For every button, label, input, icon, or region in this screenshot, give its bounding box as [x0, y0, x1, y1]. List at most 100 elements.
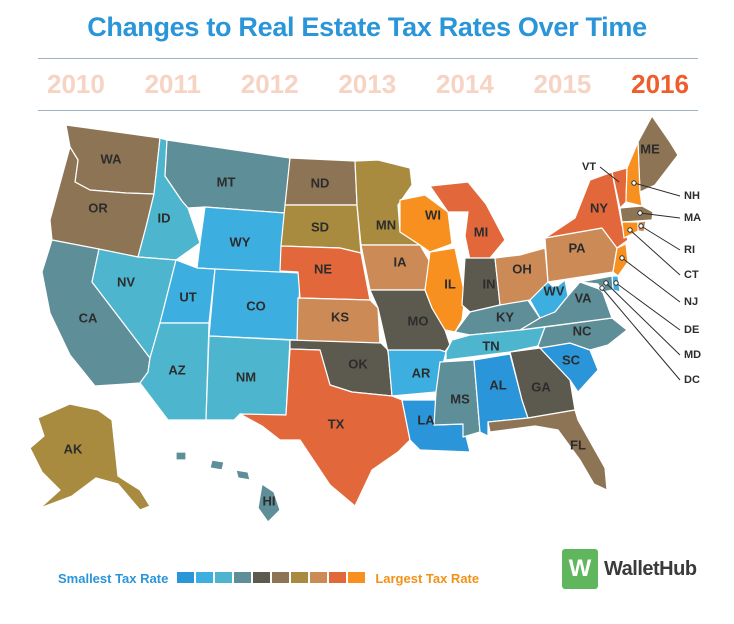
marker-NJ [619, 255, 625, 261]
year-2016[interactable]: 2016 [631, 68, 689, 99]
label-NM: NM [236, 369, 256, 384]
state-HI[interactable] [257, 483, 281, 523]
marker-DE [613, 280, 619, 286]
legend-swatch [348, 571, 366, 583]
label-PA: PA [568, 240, 586, 255]
label-NE: NE [314, 261, 332, 276]
label-CT: CT [684, 269, 699, 281]
label-UT: UT [179, 289, 196, 304]
state-AK[interactable] [29, 403, 151, 511]
label-GA: GA [531, 379, 551, 394]
label-AZ: AZ [168, 362, 185, 377]
state-VA[interactable] [519, 281, 613, 331]
state-KS[interactable] [296, 297, 381, 347]
year-2011[interactable]: 2011 [144, 68, 201, 99]
label-DC: DC [684, 374, 700, 386]
state-labels: WA OR CA ID NV MT WY UT AZ CO NM ND SD N… [64, 141, 660, 508]
label-WA: WA [101, 151, 123, 166]
label-ID: ID [158, 210, 171, 225]
label-SC: SC [562, 352, 581, 367]
callout-labels: VT NH MA RI CT NJ DE MD DC [582, 161, 701, 386]
label-OR: OR [88, 200, 108, 215]
legend-high-label: Largest Tax Rate [375, 570, 480, 586]
legend-swatch [310, 571, 328, 583]
label-WY: WY [230, 234, 251, 249]
marker-CT [627, 227, 633, 233]
label-FL: FL [570, 437, 586, 452]
label-ME: ME [640, 141, 660, 156]
label-ND: ND [311, 175, 330, 190]
legend-swatch [215, 571, 233, 583]
leader-NJ [621, 257, 681, 303]
state-HI-oahu [209, 459, 225, 471]
label-WI: WI [425, 207, 441, 222]
leader-NH [633, 182, 681, 197]
legend-swatch [329, 571, 347, 583]
label-OK: OK [348, 356, 368, 371]
label-NY: NY [590, 200, 608, 215]
callouts [599, 166, 681, 381]
state-MN[interactable] [354, 159, 421, 246]
label-AR: AR [412, 365, 431, 380]
label-NJ: NJ [684, 296, 698, 308]
label-HI: HI [263, 493, 276, 508]
state-WI[interactable] [399, 194, 453, 253]
marker-DC [599, 285, 605, 291]
divider-bottom [38, 110, 698, 111]
year-2012[interactable]: 2012 [240, 68, 299, 99]
legend-swatch [272, 571, 290, 583]
marker-MA [637, 210, 643, 216]
state-NH[interactable] [625, 141, 643, 207]
state-TX[interactable] [239, 348, 411, 507]
leader-VT [599, 166, 620, 183]
label-AK: AK [64, 441, 83, 456]
label-NH: NH [684, 190, 700, 202]
label-MI: MI [474, 224, 488, 239]
label-KY: KY [496, 309, 514, 324]
label-CO: CO [246, 298, 266, 313]
label-OH: OH [512, 261, 532, 276]
state-FL[interactable] [487, 409, 608, 491]
leader-DE [615, 282, 681, 331]
state-MD[interactable] [579, 275, 614, 293]
marker-RI [638, 223, 644, 229]
divider-top [38, 58, 698, 59]
marker-NH [631, 180, 637, 186]
legend-swatch [177, 571, 195, 583]
label-IA: IA [394, 254, 408, 269]
label-MT: MT [217, 174, 236, 189]
wallethub-logo[interactable]: W WalletHub [562, 549, 697, 589]
year-2010[interactable]: 2010 [47, 68, 105, 99]
leader-MD [605, 282, 681, 356]
callout-markers [599, 180, 644, 291]
label-SD: SD [311, 219, 329, 234]
label-TN: TN [482, 338, 499, 353]
label-NV: NV [117, 274, 135, 289]
brand-name: WalletHub [604, 557, 697, 580]
legend-swatch [234, 571, 252, 583]
year-selector: 2010 2011 2012 2013 2014 2015 2016 [38, 64, 698, 104]
label-MS: MS [450, 391, 470, 406]
legend-swatch [253, 571, 271, 583]
label-WV: WV [544, 283, 565, 298]
page-title: Changes to Real Estate Tax Rates Over Ti… [87, 12, 647, 42]
label-LA: LA [417, 412, 435, 427]
year-2014[interactable]: 2014 [435, 68, 494, 99]
wallethub-logo-icon: W [562, 549, 598, 589]
state-HI-maui [235, 469, 251, 481]
label-MN: MN [376, 217, 396, 232]
us-tax-map: WA OR CA ID NV MT WY UT AZ CO NM ND SD N… [29, 115, 701, 523]
leader-MA [639, 212, 681, 219]
year-2013[interactable]: 2013 [338, 68, 397, 99]
label-DE: DE [684, 324, 699, 336]
label-MA: MA [684, 212, 701, 224]
state-MA[interactable] [619, 205, 654, 223]
label-RI: RI [684, 244, 695, 256]
label-MO: MO [408, 313, 429, 328]
year-2015[interactable]: 2015 [533, 68, 592, 99]
label-KS: KS [331, 309, 349, 324]
label-NC: NC [573, 323, 592, 338]
label-VT: VT [582, 161, 596, 173]
leader-RI [640, 225, 681, 251]
legend-scale [177, 571, 367, 586]
